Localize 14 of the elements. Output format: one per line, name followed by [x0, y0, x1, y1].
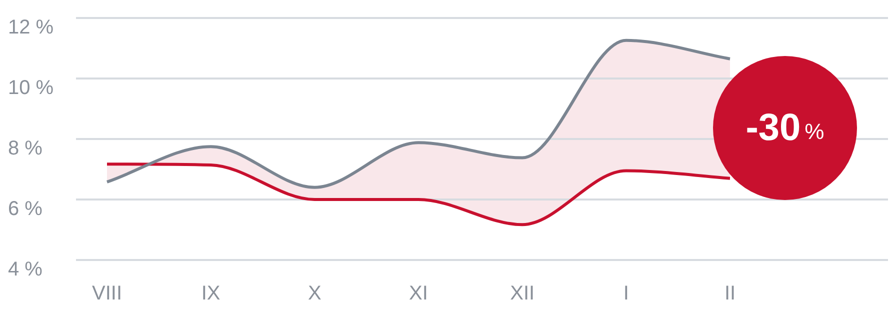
x-tick-label: XI — [409, 282, 428, 305]
x-tick-label: II — [724, 282, 736, 305]
y-tick-label: 4 % — [8, 258, 43, 281]
x-tick-label: VIII — [92, 282, 122, 305]
y-tick-label: 8 % — [8, 138, 43, 160]
x-tick-label: IX — [201, 282, 220, 305]
x-tick-label: X — [308, 282, 322, 305]
x-tick-label: XII — [510, 282, 535, 305]
y-tick-label: 6 % — [8, 198, 43, 220]
circle-badge: -30% — [713, 56, 857, 200]
annotation: -30% — [746, 106, 824, 150]
y-tick-label: 12 % — [8, 16, 54, 39]
x-tick-label: I — [623, 282, 629, 305]
y-tick-label: 10 % — [8, 77, 54, 100]
